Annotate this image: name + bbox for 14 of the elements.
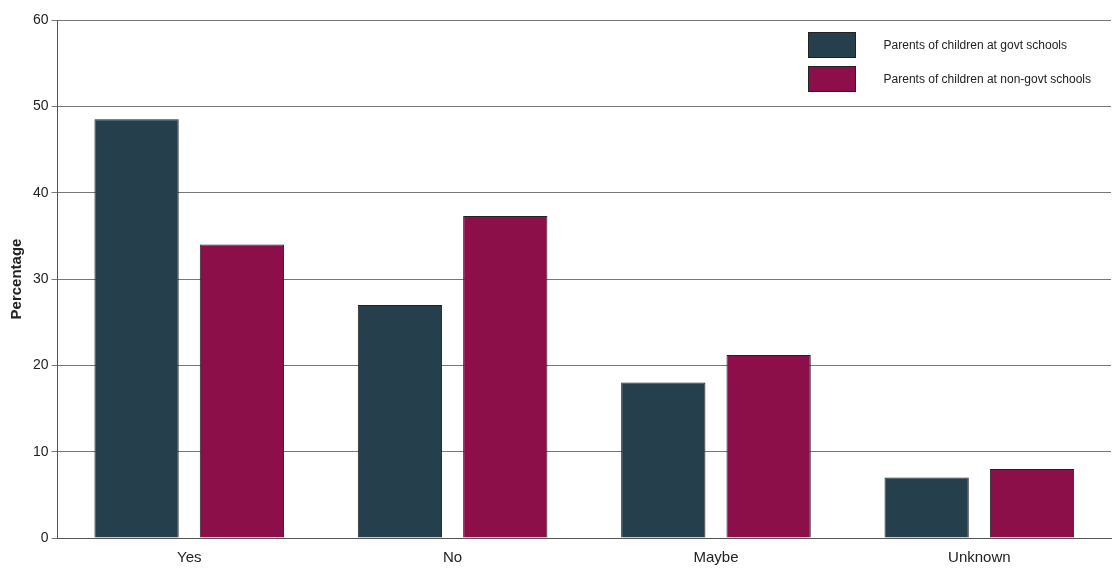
y-tick-label: 20 (32, 356, 49, 373)
y-tick-label: 50 (32, 97, 49, 114)
y-tick-label: 40 (32, 183, 49, 200)
legend-label: Parents of children at govt schools (883, 38, 1067, 52)
y-axis-title: Percentage (7, 238, 25, 320)
x-tick-label: No (443, 548, 463, 566)
y-tick-label: 10 (32, 442, 49, 459)
y-tick-label: 30 (32, 269, 49, 286)
y-tick-label: 0 (40, 528, 49, 545)
x-tick-label: Unknown (948, 548, 1011, 566)
legend-label: Parents of children at non-govt schools (883, 72, 1091, 86)
x-tick-label: Maybe (693, 548, 739, 566)
y-tick-label: 60 (32, 10, 49, 27)
x-tick-label: Yes (177, 548, 202, 566)
